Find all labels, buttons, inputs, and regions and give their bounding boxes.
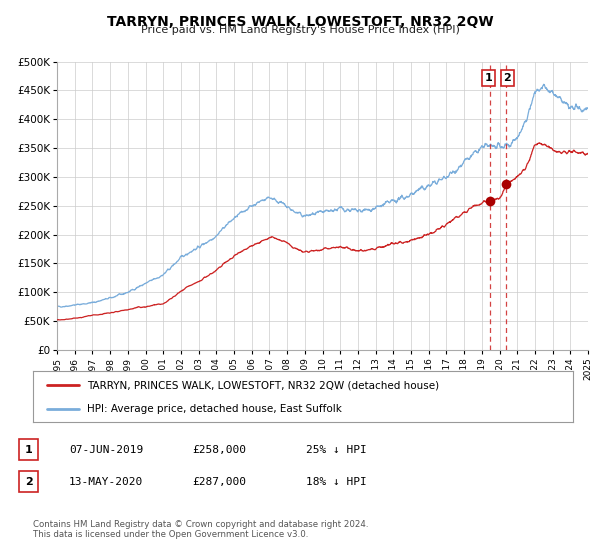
- Text: 2: 2: [503, 73, 511, 83]
- Text: TARRYN, PRINCES WALK, LOWESTOFT, NR32 2QW: TARRYN, PRINCES WALK, LOWESTOFT, NR32 2Q…: [107, 15, 493, 29]
- Text: HPI: Average price, detached house, East Suffolk: HPI: Average price, detached house, East…: [87, 404, 342, 414]
- Text: Contains HM Land Registry data © Crown copyright and database right 2024.
This d: Contains HM Land Registry data © Crown c…: [33, 520, 368, 539]
- Text: 1: 1: [484, 73, 492, 83]
- Text: 2: 2: [25, 477, 32, 487]
- Text: £287,000: £287,000: [192, 477, 246, 487]
- Text: £258,000: £258,000: [192, 445, 246, 455]
- Text: 25% ↓ HPI: 25% ↓ HPI: [306, 445, 367, 455]
- Text: 07-JUN-2019: 07-JUN-2019: [69, 445, 143, 455]
- Text: 18% ↓ HPI: 18% ↓ HPI: [306, 477, 367, 487]
- Text: 13-MAY-2020: 13-MAY-2020: [69, 477, 143, 487]
- Text: 1: 1: [25, 445, 32, 455]
- Text: Price paid vs. HM Land Registry's House Price Index (HPI): Price paid vs. HM Land Registry's House …: [140, 25, 460, 35]
- Text: TARRYN, PRINCES WALK, LOWESTOFT, NR32 2QW (detached house): TARRYN, PRINCES WALK, LOWESTOFT, NR32 2Q…: [87, 380, 439, 390]
